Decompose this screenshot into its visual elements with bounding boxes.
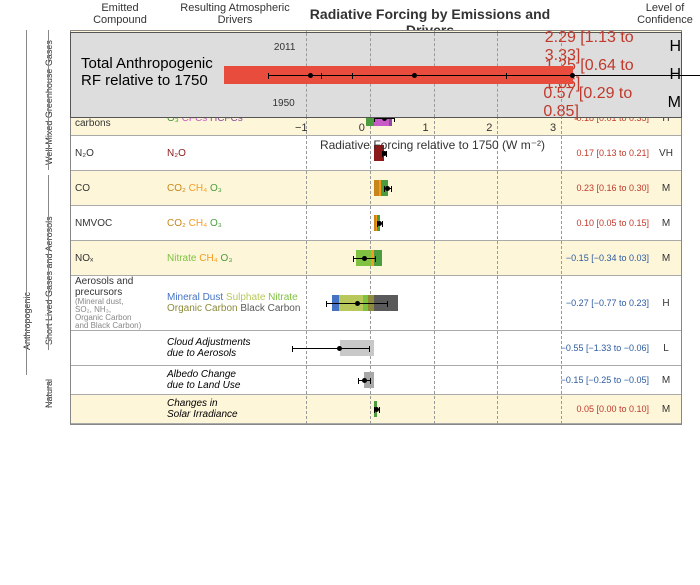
value-label: −0.15 [−0.25 to −0.05] [559, 375, 651, 385]
total-conf: M [668, 94, 681, 112]
forcing-row: NMVOCCO₂ CH₄ O₃ 0.10 [0.05 to 0.15]M [71, 206, 681, 241]
confidence-label: L [651, 343, 681, 354]
compound-label: NMVOC [71, 218, 165, 229]
confidence-label: M [651, 375, 681, 386]
forcing-row: Changes inSolar Irradiance 0.05 [0.00 to … [71, 395, 681, 424]
totals-box: Total Anthropogenic RF relative to 1750 … [70, 32, 682, 118]
plot-area [312, 207, 559, 239]
drivers-label: Cloud Adjustmentsdue to Aerosols [165, 337, 312, 359]
drivers-label: CO₂ CH₄ O₃ [165, 218, 312, 229]
value-label: −0.55 [−1.33 to −0.06] [559, 343, 651, 353]
drivers-label: CO₂ CH₄ O₃ [165, 183, 312, 194]
compound-label: CO [71, 183, 165, 194]
year-label: 1950 [71, 98, 298, 109]
plot-area [312, 367, 559, 393]
drivers-label: Changes inSolar Irradiance [165, 398, 312, 420]
confidence-label: M [651, 183, 681, 194]
forcing-row: COCO₂ CH₄ O₃ 0.23 [0.16 to 0.30]M [71, 171, 681, 206]
sidelabel-anthropogenic: Anthropogenic [22, 292, 32, 350]
header-level: Level of Confidence [635, 2, 695, 26]
compound-label: N₂O [71, 148, 165, 159]
value-label: −0.15 [−0.34 to 0.03] [559, 253, 651, 263]
totals-row: 1950 0.57 [0.29 to 0.85] M [71, 89, 681, 117]
forcing-row: NOₓNitrate CH₄ O₃ −0.15 [−0.34 to 0.03]M [71, 241, 681, 276]
confidence-label: M [651, 218, 681, 229]
header-drivers: Resulting Atmospheric Drivers [170, 2, 300, 26]
totals-title: Total Anthropogenic RF relative to 1750 [81, 55, 213, 89]
plot-area [312, 242, 559, 274]
xtick-label: 0 [359, 122, 365, 134]
plot-area [312, 172, 559, 204]
confidence-label: M [651, 253, 681, 264]
value-label: −0.27 [−0.77 to 0.23] [559, 298, 651, 308]
compound-label: Aerosols andprecursors(Mineral dust,SO₂,… [71, 276, 165, 330]
confidence-label: M [651, 404, 681, 415]
sidelabel-wmgg: Well-Mixed Greenhouse Gases [44, 40, 54, 165]
header-emitted: Emitted Compound [80, 2, 160, 26]
forcing-row: Albedo Changedue to Land Use −0.15 [−0.25… [71, 366, 681, 395]
confidence-label: VH [651, 148, 681, 159]
xaxis-title: Radiative Forcing relative to 1750 (W m⁻… [305, 138, 560, 152]
plot-area [312, 332, 559, 364]
compound-label: NOₓ [71, 253, 165, 264]
forcing-row: Cloud Adjustmentsdue to Aerosols −0.55 [−… [71, 331, 681, 366]
drivers-label: Albedo Changedue to Land Use [165, 369, 312, 391]
confidence-label: H [651, 298, 681, 309]
sidelabel-natural: Natural [44, 379, 54, 408]
value-label: 0.17 [0.13 to 0.21] [559, 148, 651, 158]
year-label: 2011 [71, 42, 298, 53]
value-label: 0.05 [0.00 to 0.10] [559, 404, 651, 414]
drivers-label: Mineral Dust Sulphate NitrateOrganic Car… [165, 292, 312, 314]
value-label: 0.10 [0.05 to 0.15] [559, 218, 651, 228]
forcing-row: Aerosols andprecursors(Mineral dust,SO₂,… [71, 276, 681, 331]
sidelabel-slga: Short Lived Gases and Aerosols [44, 216, 54, 345]
total-conf: H [669, 38, 681, 56]
drivers-label: N₂O [165, 148, 312, 159]
drivers-label: Nitrate CH₄ O₃ [165, 253, 312, 264]
plot-area [312, 277, 559, 329]
xtick-label: 3 [550, 122, 556, 134]
xtick-label: 1 [423, 122, 429, 134]
xtick-label: 2 [486, 122, 492, 134]
plot-area [312, 396, 559, 422]
xtick-label: −1 [295, 122, 308, 134]
value-label: 0.23 [0.16 to 0.30] [559, 183, 651, 193]
